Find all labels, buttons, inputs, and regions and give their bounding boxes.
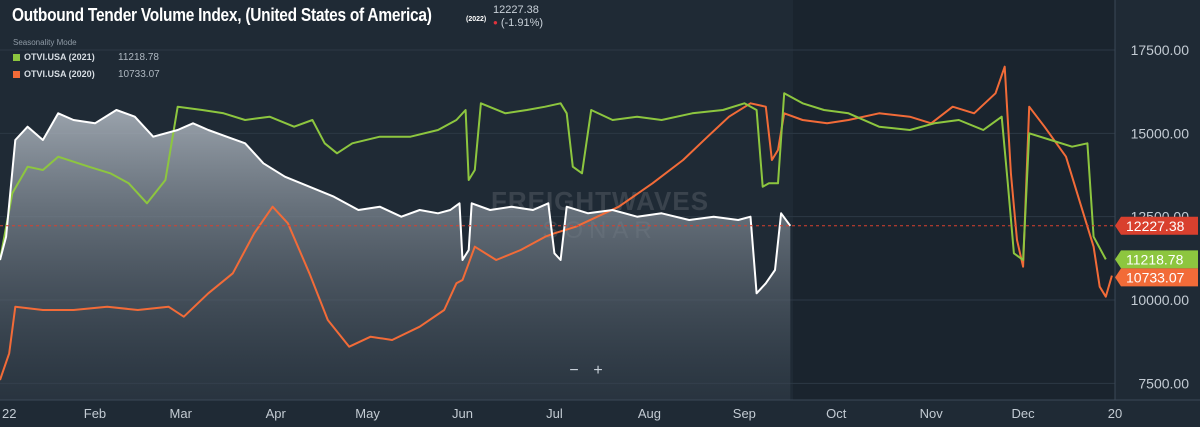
end-label-tag [1115,250,1198,269]
series-line-s2021 [0,92,1107,261]
title-year: (2022) [466,16,487,23]
y-tick-label: 15000.00 [1131,125,1190,141]
end-label-text: 11218.78 [1126,251,1184,267]
series-area-current [0,110,791,400]
x-tick-label: Oct [826,406,847,421]
legend-value-2021: 11218.78 [118,51,159,63]
x-tick-label: Feb [84,406,106,421]
x-tick-label: Sep [733,406,756,421]
change-dot-icon: ● [493,18,498,27]
x-tick-label: May [355,406,380,421]
x-tick-label: 22 [2,406,16,421]
legend-item-2020[interactable]: OTVI.USA (2020) 10733.07 [13,69,160,80]
legend-swatch-2021 [13,53,20,61]
end-label-text: 10733.07 [1126,269,1185,285]
x-axis: 22 Feb Mar Apr May Jun Jul Aug Sep Oct Nov Dec 20 [2,406,1122,421]
end-label-text: 12227.38 [1126,218,1185,234]
x-tick-label: Jul [546,406,563,421]
legend-swatch-2020 [13,70,20,78]
x-tick-label: Mar [170,406,193,421]
end-label: 10733.07 [1115,268,1198,287]
legend-name-2020: OTVI.USA (2020) [24,69,95,79]
change-text: (-1.91%) [500,17,544,29]
zoom-out-button[interactable]: − [569,362,579,379]
end-label: 11218.78 [1115,250,1198,269]
zoom-controls: − + [562,360,610,382]
x-tick-label: Dec [1012,406,1036,421]
x-tick-label: Aug [638,406,661,421]
end-label: 12227.38 [1115,216,1198,235]
end-label-tag [1115,216,1198,235]
x-tick-label: 20 [1108,406,1122,421]
legend-name-2021: OTVI.USA (2021) [24,52,95,62]
future-shade [793,0,1115,400]
series-line-s2020 [0,65,1113,381]
y-tick-label: 7500.00 [1138,375,1189,391]
x-tick-label: Nov [920,406,944,421]
chart-title: Outbound Tender Volume Index, (United St… [12,5,432,25]
series-layer [0,65,1113,400]
end-labels: 12227.38 11218.78 10733.07 [1115,216,1198,287]
x-tick-label: Apr [266,406,287,421]
series-line-current [0,109,792,295]
current-value: 12227.38 [493,4,539,16]
seasonality-mode-label: Seasonality Mode [13,38,77,47]
y-tick-label: 17500.00 [1131,42,1190,58]
zoom-in-button[interactable]: + [593,362,603,379]
x-tick-label: Jun [452,406,473,421]
legend-item-2021[interactable]: OTVI.USA (2021) 11218.78 [13,52,159,63]
current-change: ● (-1.91%) [493,17,543,29]
y-tick-label: 10000.00 [1131,292,1190,308]
legend-value-2020: 10733.07 [118,68,160,80]
end-label-tag [1115,268,1198,287]
